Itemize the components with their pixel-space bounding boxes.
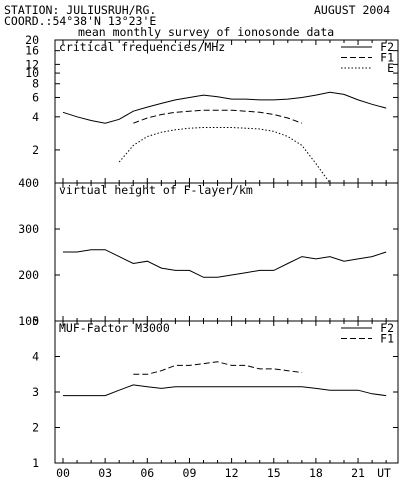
series-f2-line	[62, 91, 387, 124]
series-f1-line	[133, 361, 302, 375]
date-label: AUGUST 2004	[314, 3, 391, 17]
y-tick-label: 3	[32, 385, 39, 399]
y-tick-label: 6	[32, 90, 39, 104]
y-tick-label: 4	[32, 350, 39, 364]
y-tick-label: 5	[32, 314, 39, 328]
y-tick-label: 200	[18, 268, 39, 282]
y-tick-label: 300	[18, 222, 39, 236]
y-tick-label: 8	[32, 77, 39, 91]
y-tick-label: 10	[25, 66, 39, 80]
y-tick-label: 4	[32, 110, 39, 124]
y-tick-label: 12	[25, 57, 39, 71]
panel-1-frame	[54, 39, 399, 184]
x-tick-label: 09	[183, 466, 197, 480]
x-tick-label: 06	[140, 466, 154, 480]
panel-title: critical frequencies/MHz	[59, 40, 225, 54]
y-tick-label: 2	[32, 143, 39, 157]
legend-label: F2	[380, 321, 394, 335]
x-tick-label: 18	[309, 466, 323, 480]
series-line-line	[63, 249, 387, 278]
x-tick-label: 00	[56, 466, 70, 480]
x-tick-label: 03	[98, 466, 112, 480]
series-e-line	[118, 127, 331, 184]
station-label: STATION: JULIUSRUH/RG.	[4, 3, 157, 17]
panel-title: MUF-Factor M3000	[59, 321, 170, 335]
y-tick-label: 1	[32, 456, 39, 470]
coord-label: COORD.:54°38'N 13°23'E	[4, 14, 157, 28]
panel-2-frame	[54, 182, 399, 322]
legend-label: F1	[380, 51, 394, 65]
x-tick-label: UT	[377, 466, 391, 480]
legend-label: E	[387, 61, 394, 75]
legend-label: F2	[380, 40, 394, 54]
y-tick-label: 400	[18, 176, 39, 190]
series-f2-line	[63, 384, 387, 397]
x-tick-label: 21	[351, 466, 365, 480]
legend-label: F1	[380, 332, 394, 346]
panel-3-frame	[54, 320, 399, 464]
y-tick-label: 100	[18, 314, 39, 328]
series-f1-line	[133, 109, 303, 124]
y-tick-label: 20	[25, 33, 39, 47]
panel-title: virtual height of F-layer/km	[59, 183, 253, 197]
x-tick-label: 12	[225, 466, 239, 480]
y-tick-label: 16	[25, 44, 39, 58]
y-tick-label: 2	[32, 421, 39, 435]
survey-subtitle: mean monthly survey of ionosonde data	[78, 25, 335, 39]
x-tick-label: 15	[267, 466, 281, 480]
